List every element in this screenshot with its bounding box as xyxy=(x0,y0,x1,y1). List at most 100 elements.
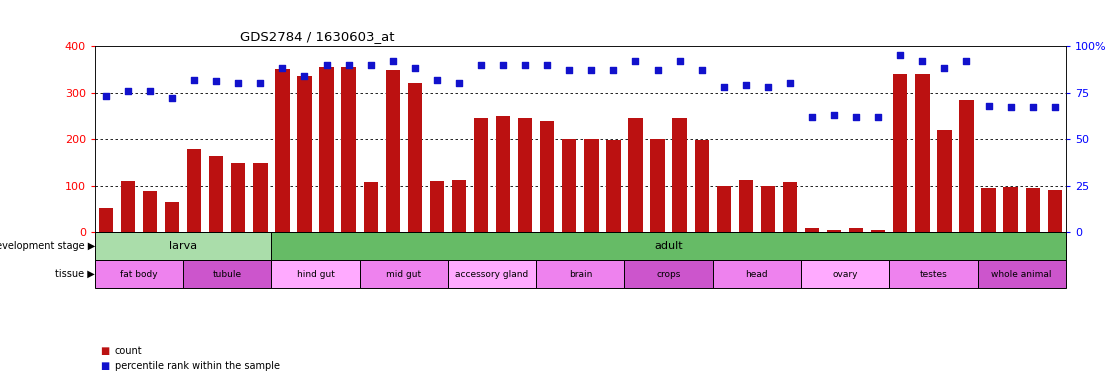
Bar xyxy=(1003,187,1018,232)
Bar xyxy=(95,232,271,260)
Bar xyxy=(694,140,709,232)
Point xyxy=(230,80,248,86)
Bar xyxy=(849,228,864,232)
Bar xyxy=(271,232,1066,260)
Bar xyxy=(915,74,930,232)
Point xyxy=(362,61,379,68)
Bar xyxy=(187,149,201,232)
Point xyxy=(583,67,600,73)
Bar xyxy=(165,202,180,232)
Bar xyxy=(713,260,801,288)
Bar xyxy=(143,191,157,232)
Point xyxy=(958,58,975,64)
Point xyxy=(538,61,556,68)
Bar xyxy=(1026,188,1040,232)
Bar xyxy=(782,182,797,232)
Text: ■: ■ xyxy=(100,346,109,356)
Bar xyxy=(978,260,1066,288)
Bar xyxy=(253,163,268,232)
Bar xyxy=(827,230,841,232)
Bar xyxy=(448,260,536,288)
Bar xyxy=(536,260,625,288)
Point xyxy=(605,67,623,73)
Point xyxy=(1023,104,1041,111)
Text: tubule: tubule xyxy=(213,270,242,278)
Point xyxy=(847,114,865,120)
Text: whole animal: whole animal xyxy=(991,270,1052,278)
Bar xyxy=(606,140,620,232)
Bar xyxy=(386,70,400,232)
Bar xyxy=(651,139,665,232)
Point xyxy=(472,61,490,68)
Bar xyxy=(98,208,113,232)
Bar xyxy=(518,118,532,232)
Text: ■: ■ xyxy=(100,361,109,371)
Bar xyxy=(231,163,246,232)
Point xyxy=(626,58,644,64)
Text: adult: adult xyxy=(654,241,683,251)
Point xyxy=(892,52,910,58)
Bar xyxy=(364,182,378,232)
Bar xyxy=(183,260,271,288)
Point xyxy=(97,93,115,99)
Bar xyxy=(319,67,334,232)
Bar xyxy=(407,83,422,232)
Text: tissue ▶: tissue ▶ xyxy=(55,269,95,279)
Text: count: count xyxy=(115,346,143,356)
Point xyxy=(318,61,336,68)
Text: hind gut: hind gut xyxy=(297,270,335,278)
Point xyxy=(296,73,314,79)
Bar xyxy=(276,70,289,232)
Bar xyxy=(937,130,952,232)
Bar xyxy=(673,118,686,232)
Point xyxy=(671,58,689,64)
Bar xyxy=(271,260,359,288)
Bar xyxy=(801,260,889,288)
Bar xyxy=(716,185,731,232)
Point xyxy=(913,58,931,64)
Point xyxy=(251,80,269,86)
Text: head: head xyxy=(745,270,768,278)
Point xyxy=(163,95,181,101)
Text: GDS2784 / 1630603_at: GDS2784 / 1630603_at xyxy=(241,30,395,43)
Point xyxy=(406,65,424,71)
Bar xyxy=(121,181,135,232)
Bar xyxy=(960,99,973,232)
Bar xyxy=(625,260,713,288)
Point xyxy=(804,114,821,120)
Point xyxy=(693,67,711,73)
Point xyxy=(185,76,203,83)
Point xyxy=(450,80,468,86)
Point xyxy=(1046,104,1064,111)
Text: percentile rank within the sample: percentile rank within the sample xyxy=(115,361,280,371)
Point xyxy=(825,112,843,118)
Point xyxy=(339,61,357,68)
Text: development stage ▶: development stage ▶ xyxy=(0,241,95,251)
Point xyxy=(715,84,733,90)
Bar xyxy=(1048,190,1062,232)
Point xyxy=(119,88,137,94)
Bar xyxy=(452,180,466,232)
Text: accessory gland: accessory gland xyxy=(455,270,529,278)
Bar xyxy=(889,260,978,288)
Text: larva: larva xyxy=(169,241,198,251)
Text: testes: testes xyxy=(920,270,947,278)
Bar xyxy=(297,76,311,232)
Bar xyxy=(562,139,577,232)
Point xyxy=(935,65,953,71)
Bar xyxy=(95,260,183,288)
Bar xyxy=(359,260,448,288)
Bar xyxy=(474,118,488,232)
Bar xyxy=(872,230,885,232)
Point xyxy=(1002,104,1020,111)
Bar xyxy=(739,180,753,232)
Point xyxy=(648,67,666,73)
Bar xyxy=(209,156,223,232)
Point xyxy=(494,61,512,68)
Text: fat body: fat body xyxy=(121,270,157,278)
Bar xyxy=(805,228,819,232)
Point xyxy=(781,80,799,86)
Bar xyxy=(628,118,643,232)
Point xyxy=(980,103,998,109)
Point xyxy=(560,67,578,73)
